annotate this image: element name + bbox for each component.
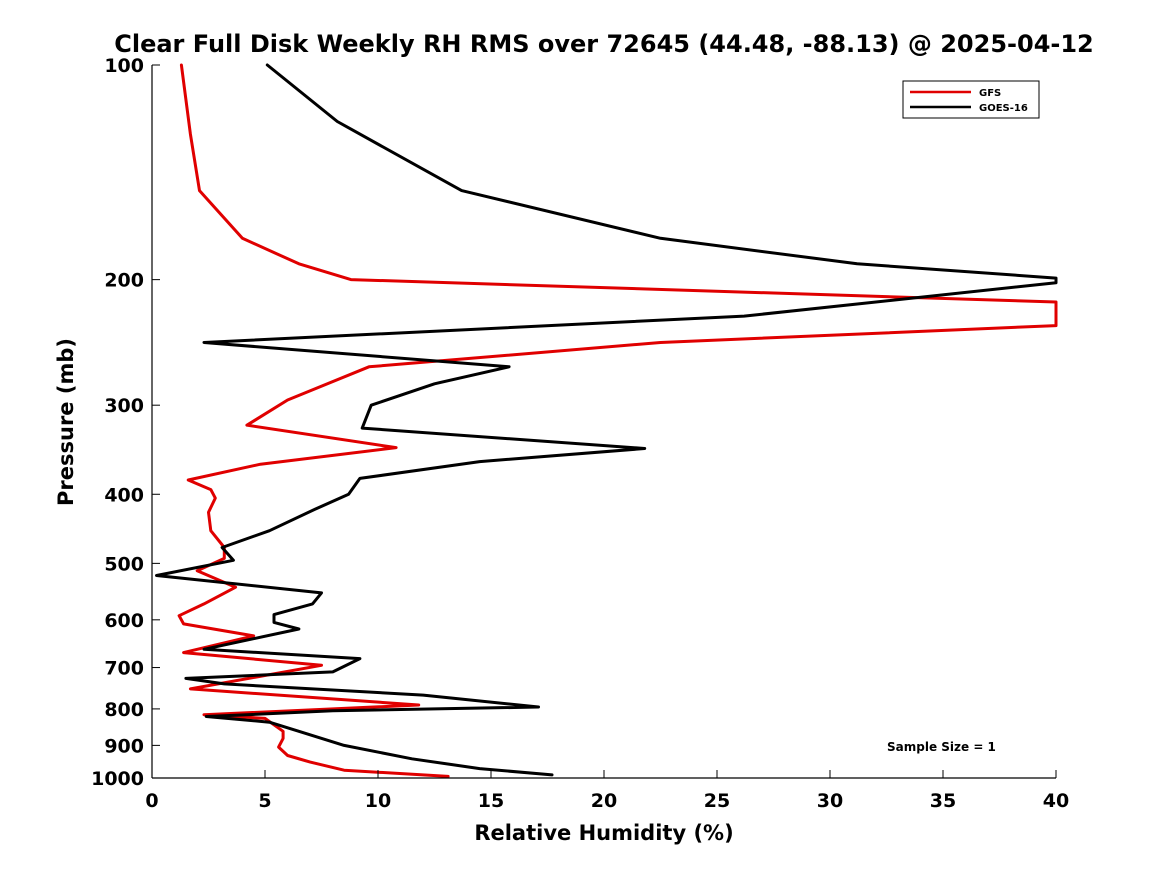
x-tick-label: 40 xyxy=(1043,790,1069,812)
plot-area xyxy=(152,65,1056,778)
y-tick-label: 700 xyxy=(104,658,144,680)
y-tick-label: 400 xyxy=(104,484,144,506)
y-tick-label: 200 xyxy=(104,270,144,292)
y-tick-label: 100 xyxy=(104,55,144,77)
x-tick-label: 25 xyxy=(704,790,730,812)
y-tick-label: 500 xyxy=(104,553,144,575)
y-tick-label: 1000 xyxy=(91,768,144,790)
x-tick-label: 20 xyxy=(591,790,617,812)
series-layer xyxy=(155,63,1058,778)
y-tick-label: 600 xyxy=(104,610,144,632)
legend-box xyxy=(902,80,1040,119)
y-axis-label: Pressure (mb) xyxy=(54,338,78,506)
x-tick-label: 15 xyxy=(478,790,504,812)
chart-title: Clear Full Disk Weekly RH RMS over 72645… xyxy=(114,30,1094,58)
x-ticks: 0 5 10 15 20 25 30 35 40 xyxy=(145,770,1069,812)
x-tick-label: 10 xyxy=(365,790,391,812)
x-axis-label: Relative Humidity (%) xyxy=(474,821,733,845)
x-tick-label: 35 xyxy=(930,790,956,812)
legend-label-goes16: GOES-16 xyxy=(979,103,1028,114)
legend-label-gfs: GFS xyxy=(979,88,1001,99)
x-tick-label: 5 xyxy=(258,790,271,812)
x-tick-label: 0 xyxy=(145,790,158,812)
y-tick-label: 300 xyxy=(104,395,144,417)
y-tick-label: 800 xyxy=(104,699,144,721)
y-ticks: 100 200 300 400 500 600 700 800 900 1000 xyxy=(91,55,160,790)
y-tick-label: 900 xyxy=(104,735,144,757)
series-line-goes16 xyxy=(155,63,1058,777)
legend: GFS GOES-16 xyxy=(902,80,1040,119)
sample-size-annotation: Sample Size = 1 xyxy=(887,740,996,754)
x-tick-label: 30 xyxy=(817,790,843,812)
